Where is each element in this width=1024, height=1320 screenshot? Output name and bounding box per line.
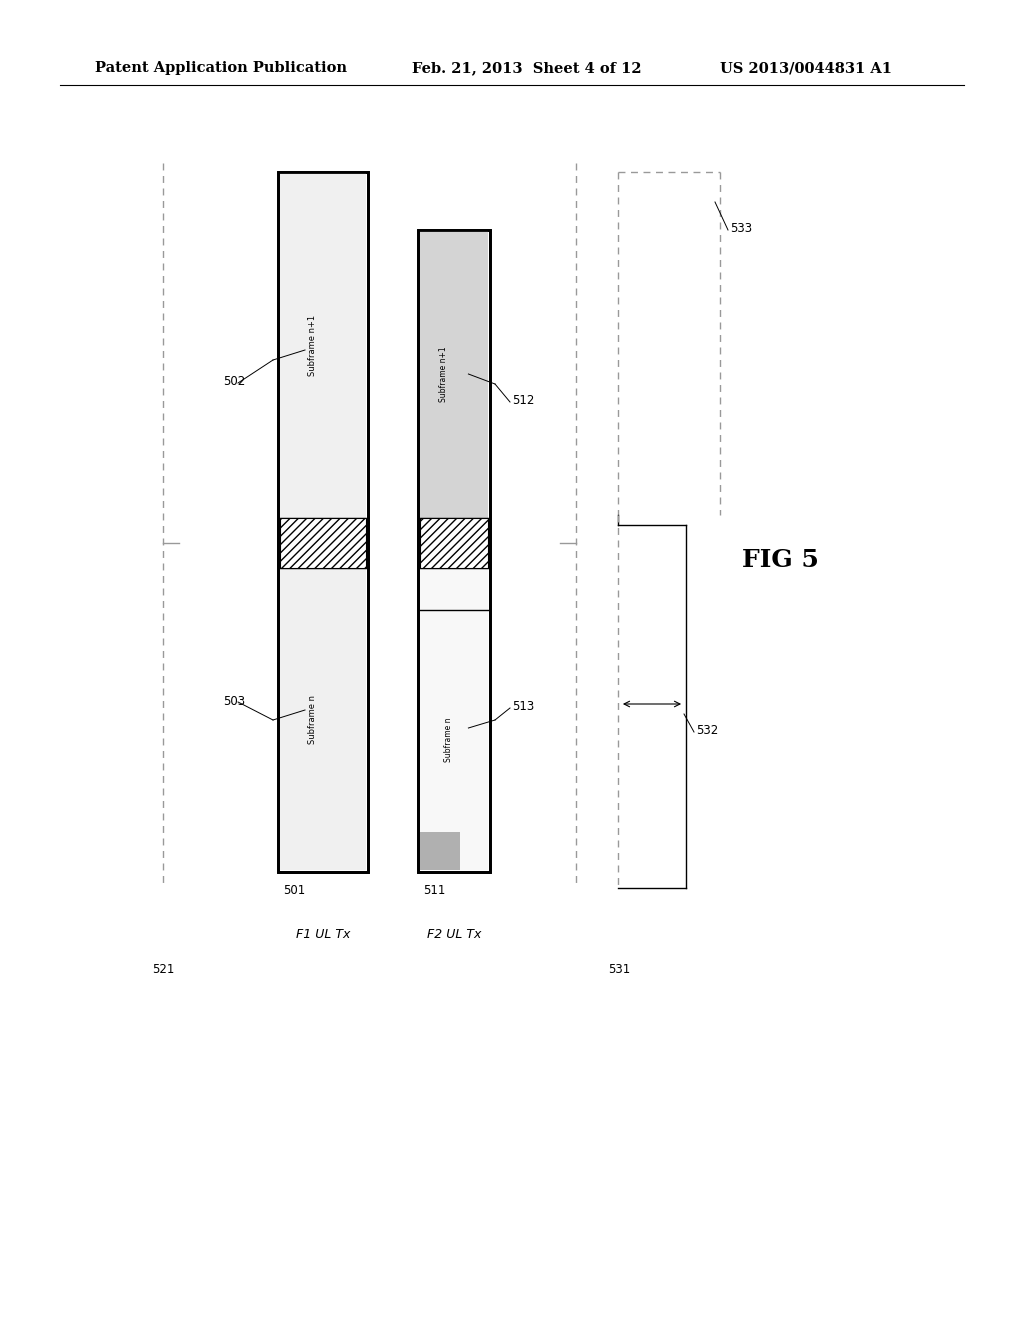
Text: 511: 511 — [423, 884, 445, 898]
Bar — [280, 173, 366, 517]
Bar — [278, 172, 368, 873]
Text: F1 UL Tx: F1 UL Tx — [296, 928, 350, 941]
Text: 532: 532 — [696, 723, 718, 737]
Text: US 2013/0044831 A1: US 2013/0044831 A1 — [720, 61, 892, 75]
Text: F2 UL Tx: F2 UL Tx — [427, 928, 481, 941]
Text: Subframe n+1: Subframe n+1 — [307, 314, 316, 376]
Text: 533: 533 — [730, 222, 752, 235]
Text: Patent Application Publication: Patent Application Publication — [95, 61, 347, 75]
Text: Subframe n+1: Subframe n+1 — [438, 346, 447, 401]
Text: Subframe n: Subframe n — [443, 718, 453, 762]
Text: Subframe n: Subframe n — [307, 696, 316, 744]
Text: 503: 503 — [223, 696, 245, 708]
Bar — [278, 172, 368, 873]
Bar — [420, 568, 488, 870]
Text: 531: 531 — [608, 964, 630, 975]
Text: 513: 513 — [512, 700, 535, 713]
Bar — [477, 232, 487, 870]
Bar — [420, 517, 488, 568]
Text: 512: 512 — [512, 393, 535, 407]
Bar — [350, 174, 364, 870]
Bar — [420, 231, 488, 517]
Bar — [280, 568, 366, 870]
Bar — [420, 832, 460, 870]
Text: Feb. 21, 2013  Sheet 4 of 12: Feb. 21, 2013 Sheet 4 of 12 — [412, 61, 642, 75]
Text: FIG 5: FIG 5 — [741, 548, 818, 572]
Bar — [418, 230, 490, 873]
Bar — [418, 230, 490, 873]
Text: 501: 501 — [283, 884, 305, 898]
Text: 502: 502 — [223, 375, 246, 388]
Text: 521: 521 — [152, 964, 174, 975]
Bar — [280, 517, 366, 568]
